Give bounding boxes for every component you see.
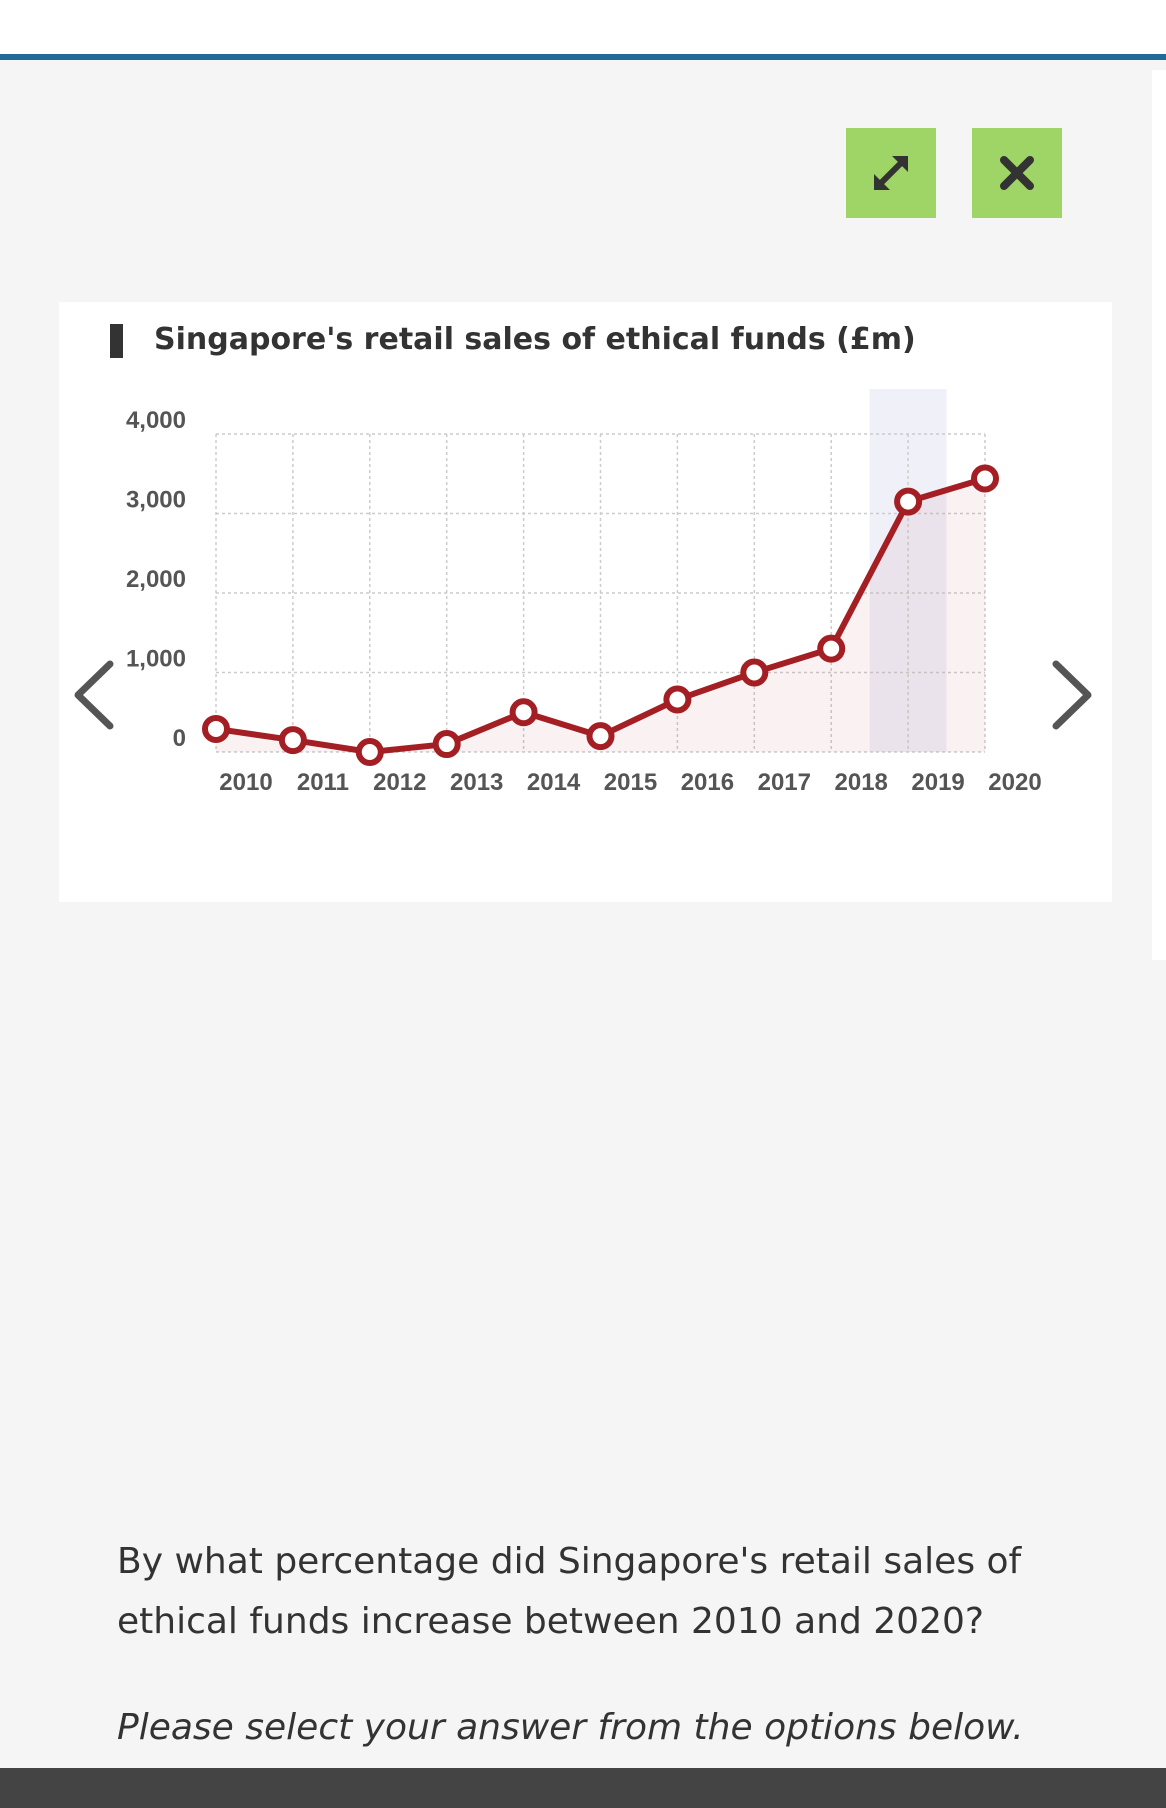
x-tick-label: 2011: [297, 769, 349, 796]
close-button[interactable]: [972, 128, 1062, 218]
series-area: [216, 478, 985, 752]
x-tick-label: 2020: [988, 769, 1041, 796]
next-chart-button[interactable]: [1040, 650, 1100, 740]
chart-title: Singapore's retail sales of ethical fund…: [154, 322, 916, 357]
y-tick-label: 2,000: [126, 566, 186, 593]
data-point: [278, 726, 307, 755]
highlight-band: [869, 389, 947, 752]
y-tick-label: 3,000: [126, 487, 186, 514]
x-tick-label: 2018: [835, 769, 888, 796]
x-tick-label: 2010: [219, 769, 272, 796]
chevron-right-icon: [1052, 660, 1092, 730]
x-tick-label: 2019: [911, 769, 964, 796]
data-point: [971, 464, 999, 493]
scroll-track[interactable]: [1152, 70, 1166, 960]
data-point: [432, 730, 461, 759]
title-marker: [110, 324, 123, 358]
x-tick-label: 2015: [604, 769, 657, 796]
data-point: [355, 738, 384, 766]
question-text: By what percentage did Singapore's retai…: [117, 1541, 1022, 1642]
data-point: [663, 685, 692, 714]
top-bar: [0, 0, 1166, 56]
previous-chart-button[interactable]: [66, 650, 126, 740]
expand-button[interactable]: [846, 128, 936, 218]
y-tick-label: 1,000: [126, 646, 186, 673]
y-tick-label: 4,000: [126, 407, 186, 434]
expand-arrows-icon: [874, 156, 908, 190]
x-tick-label: 2016: [681, 769, 734, 796]
data-point: [586, 722, 615, 751]
bottom-bar: [0, 1768, 1166, 1808]
top-accent-line: [0, 54, 1166, 60]
data-point: [740, 658, 769, 687]
x-tick-label: 2012: [373, 769, 426, 796]
close-x-icon: [1000, 156, 1034, 190]
data-point: [509, 698, 538, 727]
chevron-left-icon: [74, 660, 114, 730]
x-tick-label: 2017: [758, 769, 811, 796]
x-tick-label: 2014: [527, 769, 581, 796]
data-point: [202, 714, 230, 743]
instruction-text: Please select your answer from the optio…: [117, 1707, 1024, 1748]
data-point: [817, 634, 846, 663]
data-point: [894, 487, 923, 516]
y-tick-label: 0: [173, 725, 186, 752]
x-tick-label: 2013: [450, 769, 503, 796]
